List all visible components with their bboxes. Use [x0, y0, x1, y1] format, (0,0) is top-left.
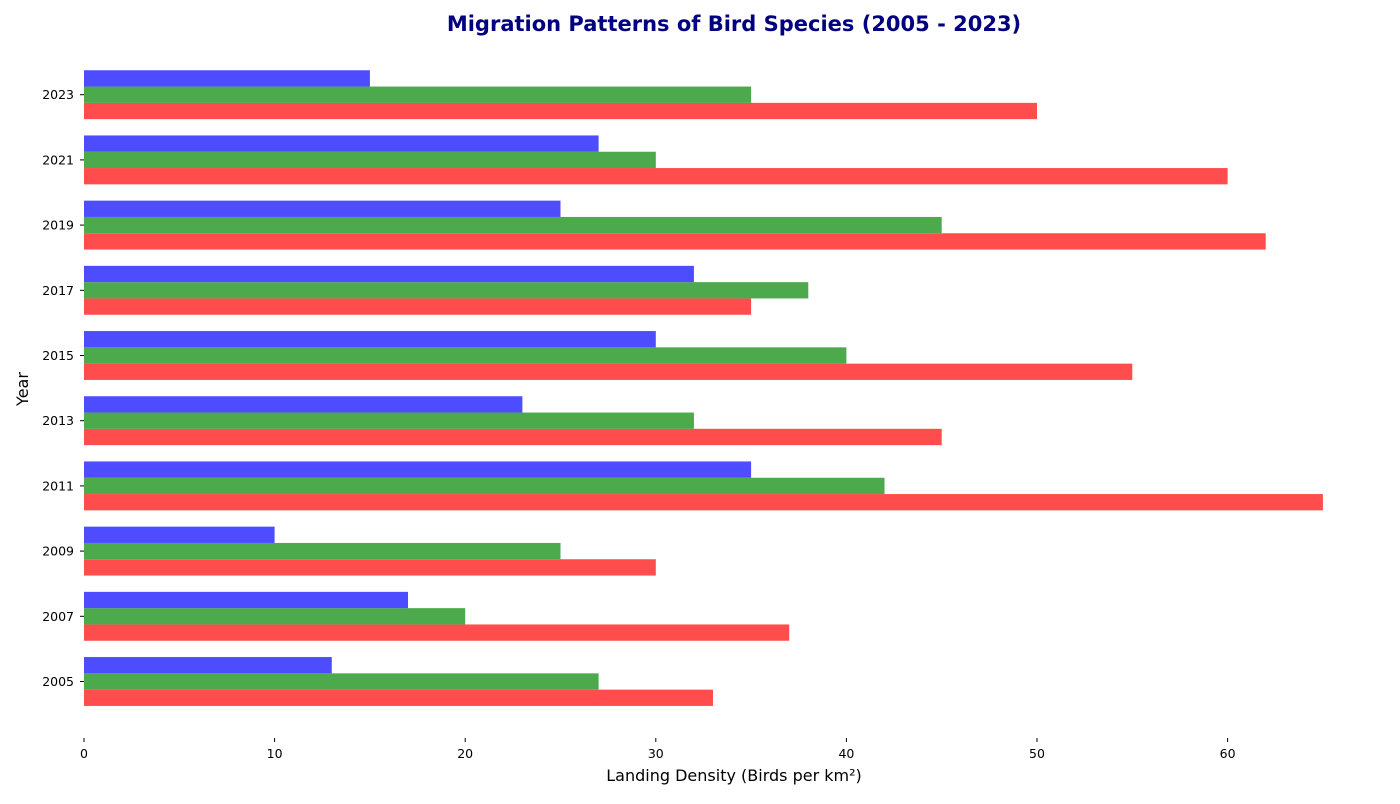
bar-2017-series-3	[84, 265, 694, 283]
bar-2011-series-1	[84, 494, 1323, 511]
y-tick-label: 2019	[42, 218, 74, 233]
x-tick-label: 0	[80, 746, 88, 761]
bar-2013-series-1	[84, 428, 942, 446]
y-tick-label: 2005	[42, 674, 74, 689]
y-axis: 2005 2007 2009 2011 2013 2015 2017 2019 2021 2023	[42, 87, 84, 689]
bar-2019-series-3	[84, 200, 561, 217]
bar-2007-series-1	[84, 624, 790, 641]
bar-2007-series-3	[84, 591, 409, 609]
y-tick-label: 2021	[42, 152, 74, 167]
x-tick-label: 40	[838, 746, 854, 761]
bar-2009-series-3	[84, 526, 275, 543]
y-tick-label: 2013	[42, 413, 74, 428]
x-tick-label: 50	[1029, 746, 1045, 761]
bar-2013-series-3	[84, 396, 523, 413]
x-axis-label: Landing Density (Birds per km²)	[606, 766, 861, 785]
bar-2019-series-1	[84, 233, 1266, 250]
bar-2009-series-2	[84, 542, 561, 560]
bar-2015-series-3	[84, 331, 656, 348]
bar-2017-series-1	[84, 298, 752, 315]
bar-2011-series-3	[84, 461, 752, 478]
x-tick-label: 30	[648, 746, 664, 761]
bar-2023-series-2	[84, 86, 752, 103]
bar-2005-series-1	[84, 689, 713, 706]
bar-2005-series-2	[84, 673, 599, 690]
y-tick-label: 2009	[42, 544, 74, 559]
bar-2013-series-2	[84, 412, 694, 429]
bar-2005-series-3	[84, 657, 332, 674]
x-axis: 0 10 20 30 40 50 60	[80, 738, 1236, 761]
x-tick-label: 60	[1220, 746, 1236, 761]
x-tick-label: 20	[457, 746, 473, 761]
y-tick-label: 2015	[42, 348, 74, 363]
bar-2021-series-3	[84, 135, 599, 152]
y-tick-label: 2023	[42, 87, 74, 102]
y-tick-label: 2011	[42, 478, 74, 493]
bars-layer	[84, 70, 1323, 706]
bar-2017-series-2	[84, 282, 809, 299]
y-tick-label: 2007	[42, 609, 74, 624]
bar-2023-series-1	[84, 102, 1037, 120]
y-tick-label: 2017	[42, 283, 74, 298]
bar-2021-series-2	[84, 151, 656, 169]
bar-2023-series-3	[84, 70, 370, 87]
bar-2021-series-1	[84, 168, 1228, 185]
bar-2011-series-2	[84, 477, 885, 495]
chart-title: Migration Patterns of Bird Species (2005…	[447, 12, 1021, 36]
bar-2015-series-1	[84, 363, 1133, 380]
y-axis-label: Year	[13, 372, 32, 407]
x-tick-label: 10	[267, 746, 283, 761]
bar-2019-series-2	[84, 216, 942, 234]
bar-2007-series-2	[84, 608, 466, 625]
bar-2015-series-2	[84, 347, 847, 364]
bar-2009-series-1	[84, 559, 656, 576]
